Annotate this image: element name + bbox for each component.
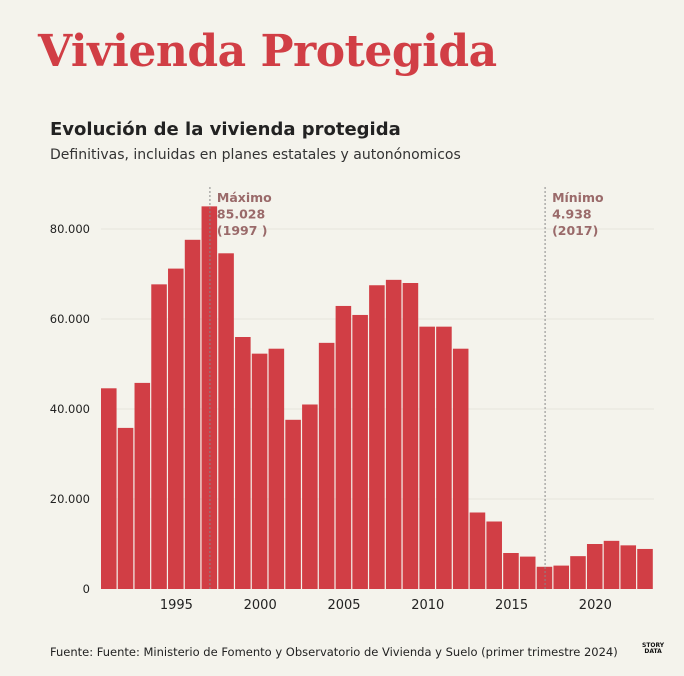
bar-1992 xyxy=(117,427,134,589)
bar-2010 xyxy=(419,326,435,589)
bar-2007 xyxy=(369,285,385,589)
source-note: Fuente: Fuente: Ministerio de Fomento y … xyxy=(50,645,618,659)
x-tick-label: 2010 xyxy=(411,598,444,613)
bar-2001 xyxy=(268,348,285,589)
y-tick-label: 20.000 xyxy=(50,492,90,506)
bar-2020 xyxy=(586,544,603,589)
bar-2013 xyxy=(469,512,486,589)
bars xyxy=(101,206,653,590)
bar-2009 xyxy=(402,283,419,589)
bar-2006 xyxy=(352,314,368,589)
y-axis-labels: 0 20.000 40.000 60.000 80.000 xyxy=(50,222,90,596)
bar-1996 xyxy=(184,239,201,590)
x-tick-label: 2020 xyxy=(579,598,612,613)
bar-2011 xyxy=(436,326,452,589)
x-tick-label: 1995 xyxy=(160,598,193,613)
bar-1997 xyxy=(201,206,218,589)
annotations: Máximo 85.028(1997 ) Mínimo 4.938(2017) xyxy=(209,187,604,589)
bar-1991 xyxy=(101,388,117,589)
bar-2012 xyxy=(452,348,469,589)
x-tick-label: 2000 xyxy=(244,598,277,613)
bar-2023 xyxy=(637,548,653,589)
bar-1999 xyxy=(235,337,251,589)
bar-2019 xyxy=(570,556,586,589)
chart-title: Evolución de la vivienda protegida xyxy=(50,119,401,140)
annotation-text: (1997 ) xyxy=(217,223,268,238)
bar-2008 xyxy=(385,279,402,589)
bar-2005 xyxy=(335,305,352,589)
bar-1995 xyxy=(168,268,184,589)
bar-1994 xyxy=(151,284,167,589)
bar-chart: 0 20.000 40.000 60.000 80.000 1995 2000 2005 20… xyxy=(50,187,654,613)
y-tick-label: 80.000 xyxy=(50,222,90,236)
annotation-text: Mínimo xyxy=(552,190,604,205)
bar-1993 xyxy=(134,382,151,589)
y-tick-label: 60.000 xyxy=(50,312,90,326)
x-axis-labels: 1995 2000 2005 2010 2015 2020 xyxy=(160,598,612,613)
bar-2002 xyxy=(285,419,301,589)
y-tick-label: 40.000 xyxy=(50,402,90,416)
bar-2022 xyxy=(620,545,637,589)
bar-1998 xyxy=(218,253,234,590)
bar-2017 xyxy=(536,566,553,589)
bar-2004 xyxy=(318,342,335,589)
annotation-text: (2017) xyxy=(552,223,598,238)
bar-2015 xyxy=(503,553,519,589)
bar-2016 xyxy=(519,556,536,589)
bar-2018 xyxy=(553,565,570,589)
annotation-text: 4.938 xyxy=(552,207,592,222)
page-title: Vivienda Protegida xyxy=(38,26,497,77)
storydata-logo: STORY DATA xyxy=(642,643,664,655)
x-tick-label: 2015 xyxy=(495,598,528,613)
annotation-text: Máximo xyxy=(217,190,272,205)
bar-2021 xyxy=(603,540,620,589)
annotation-text: 85.028 xyxy=(217,207,265,222)
logo-top-text: STORY xyxy=(642,642,665,649)
logo-bottom-text: DATA xyxy=(644,648,662,655)
bar-2000 xyxy=(251,353,268,589)
chart-subtitle: Definitivas, incluidas en planes estatal… xyxy=(50,147,461,163)
bar-2003 xyxy=(302,404,318,589)
y-tick-label: 0 xyxy=(83,582,90,596)
x-tick-label: 2005 xyxy=(327,598,360,613)
bar-2014 xyxy=(486,521,502,589)
